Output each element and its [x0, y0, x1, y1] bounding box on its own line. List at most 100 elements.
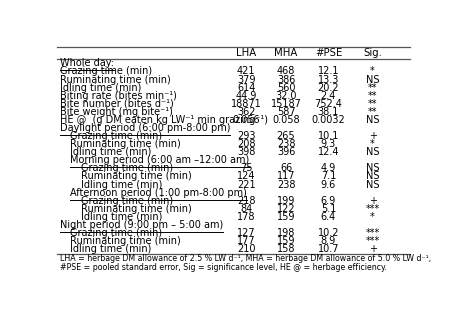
Text: 159: 159	[276, 212, 294, 222]
Text: 124: 124	[236, 172, 255, 181]
Text: 560: 560	[276, 82, 294, 93]
Text: 221: 221	[236, 179, 255, 190]
Text: 587: 587	[276, 107, 295, 117]
Text: 614: 614	[236, 82, 255, 93]
Text: NS: NS	[365, 172, 379, 181]
Text: #PSE: #PSE	[314, 48, 341, 58]
Text: **: **	[367, 82, 376, 93]
Text: 0.056: 0.056	[232, 115, 259, 125]
Text: +: +	[368, 244, 376, 254]
Text: ***: ***	[364, 236, 379, 246]
Text: Ruminating time (min): Ruminating time (min)	[81, 204, 192, 214]
Text: 208: 208	[236, 139, 255, 149]
Text: 117: 117	[276, 172, 294, 181]
Text: NS: NS	[365, 115, 379, 125]
Text: 8.9: 8.9	[320, 236, 335, 246]
Text: Ruminating time (min): Ruminating time (min)	[60, 75, 170, 85]
Text: 2.4: 2.4	[320, 91, 335, 101]
Text: LHA = herbage DM allowance of 2.5 % LW d⁻¹, MHA = herbage DM allowance of 5.0 % : LHA = herbage DM allowance of 2.5 % LW d…	[60, 254, 430, 263]
Text: 178: 178	[236, 212, 255, 222]
Text: 10.2: 10.2	[317, 228, 339, 238]
Text: Bite weight (mg bite⁻¹): Bite weight (mg bite⁻¹)	[60, 107, 172, 117]
Text: NS: NS	[365, 147, 379, 157]
Text: Night period (9:00 pm – 5:00 am): Night period (9:00 pm – 5:00 am)	[60, 220, 222, 230]
Text: +: +	[368, 131, 376, 141]
Text: 13.3: 13.3	[317, 75, 339, 85]
Text: 468: 468	[276, 66, 294, 76]
Text: NS: NS	[365, 179, 379, 190]
Text: *: *	[369, 212, 374, 222]
Text: #PSE = pooled standard error, Sig = significance level, HE @ = herbage efficienc: #PSE = pooled standard error, Sig = sign…	[60, 263, 386, 271]
Text: 9.6: 9.6	[320, 179, 335, 190]
Text: 238: 238	[276, 179, 294, 190]
Text: 10.7: 10.7	[317, 244, 339, 254]
Text: Ruminating time (min): Ruminating time (min)	[70, 236, 181, 246]
Text: *: *	[369, 66, 374, 76]
Text: 9.3: 9.3	[320, 139, 335, 149]
Text: 398: 398	[236, 147, 255, 157]
Text: Grazing time (min): Grazing time (min)	[81, 196, 173, 206]
Text: Idling time (min): Idling time (min)	[81, 212, 162, 222]
Text: Idling time (min): Idling time (min)	[70, 244, 152, 254]
Text: 0.058: 0.058	[272, 115, 299, 125]
Text: 177: 177	[236, 236, 255, 246]
Text: 12.4: 12.4	[317, 147, 339, 157]
Text: 210: 210	[236, 244, 255, 254]
Text: Grazing time (min): Grazing time (min)	[60, 66, 152, 76]
Text: Daylight period (6:00 pm-8:00 pm): Daylight period (6:00 pm-8:00 pm)	[60, 123, 230, 133]
Text: Grazing time (min): Grazing time (min)	[70, 228, 162, 238]
Text: 386: 386	[276, 75, 294, 85]
Text: Ruminating time (min): Ruminating time (min)	[81, 172, 192, 181]
Text: **: **	[367, 99, 376, 109]
Text: Bite number (bites d⁻¹): Bite number (bites d⁻¹)	[60, 99, 173, 109]
Text: 38.1: 38.1	[317, 107, 339, 117]
Text: Idling time (min): Idling time (min)	[60, 82, 141, 93]
Text: 265: 265	[276, 131, 295, 141]
Text: 127: 127	[236, 228, 255, 238]
Text: 75: 75	[239, 163, 252, 173]
Text: 159: 159	[276, 236, 294, 246]
Text: 6.9: 6.9	[320, 196, 335, 206]
Text: Biting rate (bites min⁻¹): Biting rate (bites min⁻¹)	[60, 91, 177, 101]
Text: 293: 293	[236, 131, 255, 141]
Text: MHA: MHA	[274, 48, 297, 58]
Text: 6.4: 6.4	[320, 212, 335, 222]
Text: ***: ***	[364, 204, 379, 214]
Text: ***: ***	[364, 228, 379, 238]
Text: 84: 84	[239, 204, 252, 214]
Text: 421: 421	[236, 66, 255, 76]
Text: Grazing time (min): Grazing time (min)	[70, 131, 162, 141]
Text: 32.0: 32.0	[275, 91, 296, 101]
Text: 238: 238	[276, 139, 294, 149]
Text: 7.1: 7.1	[320, 172, 335, 181]
Text: LHA: LHA	[236, 48, 256, 58]
Text: 362: 362	[236, 107, 255, 117]
Text: 158: 158	[276, 244, 294, 254]
Text: 752.4: 752.4	[314, 99, 342, 109]
Text: 12.1: 12.1	[317, 66, 339, 76]
Text: 396: 396	[276, 147, 294, 157]
Text: NS: NS	[365, 163, 379, 173]
Text: Idling time (min): Idling time (min)	[70, 147, 152, 157]
Text: 66: 66	[279, 163, 292, 173]
Text: 15187: 15187	[270, 99, 301, 109]
Text: Idling time (min): Idling time (min)	[81, 179, 162, 190]
Text: 10.1: 10.1	[317, 131, 339, 141]
Text: 20.2: 20.2	[317, 82, 339, 93]
Text: 18871: 18871	[230, 99, 261, 109]
Text: 199: 199	[276, 196, 294, 206]
Text: Ruminating time (min): Ruminating time (min)	[70, 139, 181, 149]
Text: 122: 122	[276, 204, 295, 214]
Text: **: **	[367, 91, 376, 101]
Text: NS: NS	[365, 75, 379, 85]
Text: Morning period (6:00 am –12:00 am): Morning period (6:00 am –12:00 am)	[70, 155, 249, 165]
Text: HE @  (g DM eaten kg LW⁻¹ min grazing⁻¹): HE @ (g DM eaten kg LW⁻¹ min grazing⁻¹)	[60, 115, 267, 125]
Text: Grazing time (min): Grazing time (min)	[81, 163, 173, 173]
Text: 218: 218	[236, 196, 255, 206]
Text: **: **	[367, 107, 376, 117]
Text: 0.0032: 0.0032	[311, 115, 344, 125]
Text: +: +	[368, 196, 376, 206]
Text: 44.9: 44.9	[235, 91, 256, 101]
Text: Afternoon period (1:00 pm-8:00 pm): Afternoon period (1:00 pm-8:00 pm)	[70, 188, 247, 198]
Text: 379: 379	[236, 75, 255, 85]
